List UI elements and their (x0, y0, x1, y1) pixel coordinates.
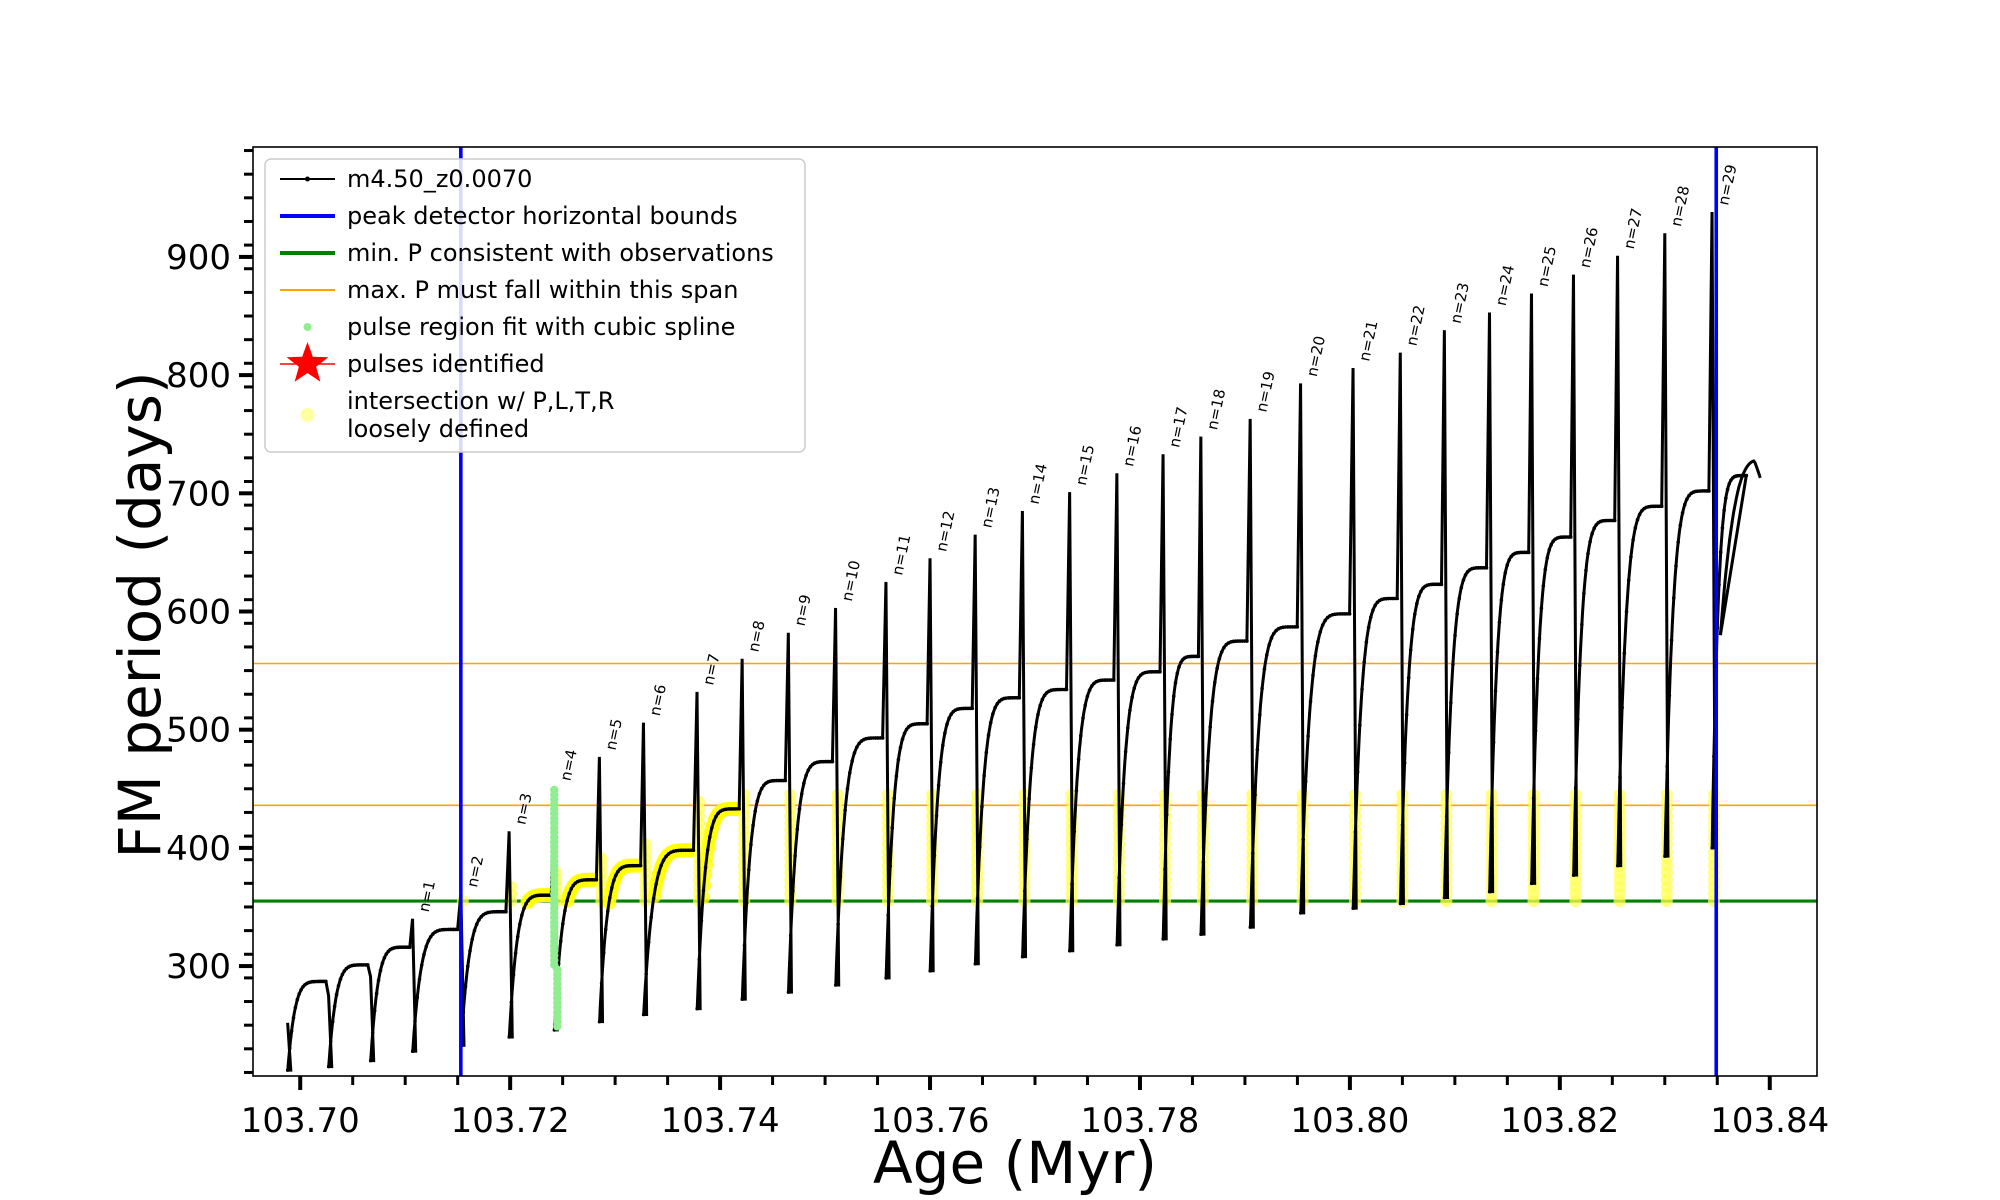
spline-point (550, 785, 559, 795)
legend-label: loosely defined (347, 415, 529, 443)
legend-label: pulses identified (347, 350, 545, 378)
legend-label: max. P must fall within this span (347, 276, 738, 304)
y-tick-label: 900 (166, 238, 231, 278)
axes: 103.70 103.72 103.74 103.76 103.78 103.80 103.… (166, 146, 1829, 1141)
y-tick-label: 600 (166, 593, 231, 633)
spline-points (550, 785, 562, 1031)
y-axis-title: FM period (days) (106, 371, 174, 858)
y-tick-label: 300 (166, 947, 231, 987)
legend-label: m4.50_z0.0070 (347, 165, 532, 193)
x-tick-label: 103.70 (241, 1101, 360, 1141)
y-tick-label: 500 (166, 711, 231, 751)
x-tick-label: 103.74 (661, 1101, 780, 1141)
track-line (286, 211, 1762, 1072)
y-tick-label: 800 (166, 356, 231, 396)
legend-label: min. P consistent with observations (347, 239, 774, 267)
legend-label: peak detector horizontal bounds (347, 202, 738, 230)
legend-swatch-star (286, 342, 329, 382)
x-tick-label: 103.80 (1290, 1101, 1409, 1141)
x-tick-label: 103.82 (1500, 1101, 1619, 1141)
legend-swatch-track-dot (305, 176, 310, 182)
plot-area: n=1n=2n=3n=4n=5n=6n=7n=8n=9n=10n=11n=12n… (253, 147, 1817, 1076)
legend-label: pulse region fit with cubic spline (347, 313, 735, 341)
legend-box (264, 158, 806, 453)
legend-swatch-dot (303, 323, 312, 331)
y-tick-label: 700 (166, 474, 231, 514)
x-axis-title: Age (Myr) (873, 1129, 1157, 1197)
x-tick-label: 103.78 (1080, 1101, 1199, 1141)
x-tick-label: 103.76 (871, 1101, 990, 1141)
plot-content (253, 147, 1817, 1076)
x-tick-label: 103.84 (1710, 1101, 1829, 1141)
y-tick-label: 400 (166, 829, 231, 869)
legend-label: intersection w/ P,L,T,R (347, 387, 614, 415)
x-tick-label: 103.72 (451, 1101, 570, 1141)
legend-swatch-circle (300, 408, 315, 422)
